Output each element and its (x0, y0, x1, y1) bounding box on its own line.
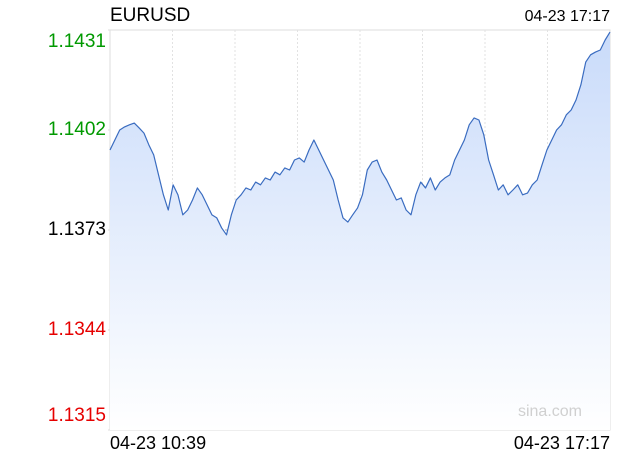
x-tick-label: 04-23 17:17 (514, 433, 610, 453)
y-tick-label: 1.1344 (48, 319, 107, 340)
y-tick-label: 1.1402 (48, 119, 106, 140)
price-area (110, 32, 610, 430)
watermark: sina.com (518, 403, 582, 420)
timestamp: 04-23 17:17 (525, 8, 611, 25)
y-tick-label: 1.1373 (48, 219, 106, 240)
y-tick-label: 1.1431 (48, 31, 106, 52)
x-tick-label: 04-23 10:39 (110, 433, 206, 453)
chart-title: EURUSD (110, 5, 190, 26)
y-tick-label: 1.1315 (48, 405, 106, 426)
price-line (109, 31, 611, 236)
